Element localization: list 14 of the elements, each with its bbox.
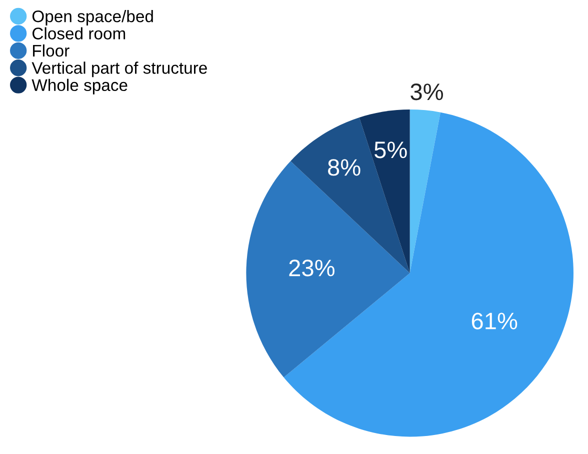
legend-label: Open space/bed bbox=[32, 10, 153, 26]
pie-slice bbox=[410, 109, 440, 274]
legend-label: Vertical part of structure bbox=[32, 62, 207, 78]
pie-slice bbox=[284, 112, 574, 437]
pie-slice bbox=[246, 161, 410, 378]
data-label: 23% bbox=[289, 260, 334, 276]
pie-slice bbox=[359, 109, 410, 274]
data-label: 3% bbox=[410, 84, 443, 100]
data-label: 61% bbox=[472, 312, 518, 330]
data-label: 5% bbox=[374, 142, 407, 158]
data-label: 8% bbox=[328, 159, 360, 176]
legend-label: Floor bbox=[33, 44, 70, 57]
legend-label: Closed room bbox=[32, 27, 126, 40]
legend-label: Whole space bbox=[32, 78, 128, 94]
